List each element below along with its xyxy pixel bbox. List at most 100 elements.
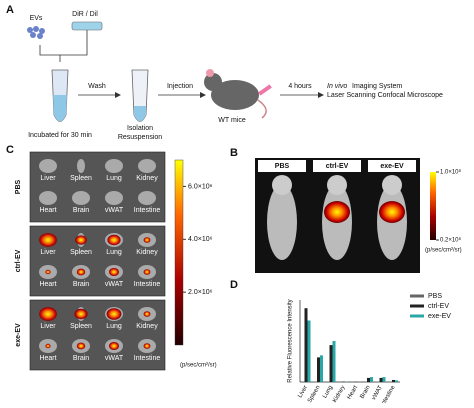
organ [105,159,123,173]
colorbar-unit: (p/sec/cm²/sr) [425,248,462,254]
organ-label: Kidney [136,175,158,182]
organ-label: Kidney [136,249,158,256]
organ-label: Intestine [134,355,161,362]
bar [330,345,333,382]
organ-signal [107,235,120,245]
organ-signal [77,343,85,350]
column-label: exe-EV [380,163,404,170]
step-label: Wash [88,83,106,90]
organ-signal [109,268,119,276]
mouse-head [272,175,292,195]
organ [39,159,57,173]
organ-label: Heart [39,355,56,362]
step-label: In vivo [327,83,347,90]
panel-label: B [230,147,238,159]
colorbar-tick-label: 6.0×10⁶ [188,183,213,190]
bar [383,377,386,382]
organ-signal [144,269,151,275]
bar [317,357,320,382]
organ-label: Heart [39,207,56,214]
organ-signal [144,343,151,349]
dye-label: DiR / Dil [72,11,98,18]
organ-label: Lung [106,323,122,330]
legend-label: ctrl-EV [428,303,449,310]
panel-a: A EVs DiR / Dil Incubated for 30 min Was… [6,4,443,141]
legend-label: PBS [428,293,442,300]
mouse-signal [379,201,405,223]
organ [138,191,156,205]
bar [370,377,373,382]
step-label: Injection [167,83,193,90]
organ-signal [144,237,151,243]
step-label: Laser Scanning Confocal Microscope [327,92,443,99]
bar [305,308,308,382]
panel-label: A [6,4,14,16]
organ-signal [109,342,119,350]
step-label: Incubated for 30 min [28,132,92,139]
organ-label: Kidney [136,323,158,330]
step-label: Resuspension [118,134,162,141]
mouse-head [327,175,347,195]
organ-label: Brain [73,355,89,362]
x-tick-label: Heart [347,385,360,401]
step-label: Isolation [127,125,153,132]
bar [392,380,395,382]
organ [105,191,123,205]
colorbar-tick-label: 0.2×10⁸ [440,237,462,244]
colorbar [430,172,436,240]
legend-label: exe-EV [428,313,451,320]
organ-label: Lung [106,175,122,182]
mouse [267,184,297,260]
organ-label: Liver [40,323,56,330]
step-label: WT mice [218,117,246,124]
bar [308,321,311,383]
step-label: 4 hours [288,83,312,90]
organ-label: Intestine [134,281,161,288]
y-axis-label: Relative Fluorescence Intensity [288,299,294,382]
organ-label: Lung [106,249,122,256]
step-label: Imaging System [352,83,402,90]
organ [72,191,90,205]
organ [77,159,85,173]
organ-signal [107,308,122,320]
mouse-signal [324,201,350,223]
organ-label: Spleen [70,323,92,330]
organ-signal [45,270,50,274]
x-tick-label: Brain [359,385,371,400]
organ-label: vWAT [105,281,124,288]
organ-signal [144,311,151,317]
bar [367,378,370,382]
organ-label: Brain [73,281,89,288]
organ-label: Intestine [134,207,161,214]
colorbar-unit: (p/sec/cm²/sr) [180,363,217,369]
organ-signal [74,309,87,319]
x-tick-label: Lung [322,385,334,400]
organ-label: Brain [73,207,89,214]
organ-label: Liver [40,175,56,182]
organ-label: Liver [40,249,56,256]
column-label: ctrl-EV [326,163,349,170]
organ-label: vWAT [105,207,124,214]
colorbar-tick-label: 1.0×10⁸ [440,169,462,176]
bar [320,355,323,382]
organ-signal [77,269,85,276]
mouse-head [382,175,402,195]
organ [138,159,156,173]
evs-label: EVs [30,15,43,22]
organ-label: Spleen [70,175,92,182]
x-tick-label: Spleen [307,385,322,403]
column-label: PBS [275,163,290,170]
row-label: PBS [15,179,22,194]
colorbar-tick-label: 2.0×10⁶ [188,289,213,296]
x-tick-label: Liver [297,385,309,399]
organ-label: vWAT [105,355,124,362]
organ-signal [75,235,87,244]
bar [395,380,398,382]
colorbar-tick-label: 4.0×10⁶ [188,236,213,243]
row-label: exe-EV [15,323,22,347]
organ-signal [39,307,57,321]
bar [380,378,383,382]
organ [39,191,57,205]
